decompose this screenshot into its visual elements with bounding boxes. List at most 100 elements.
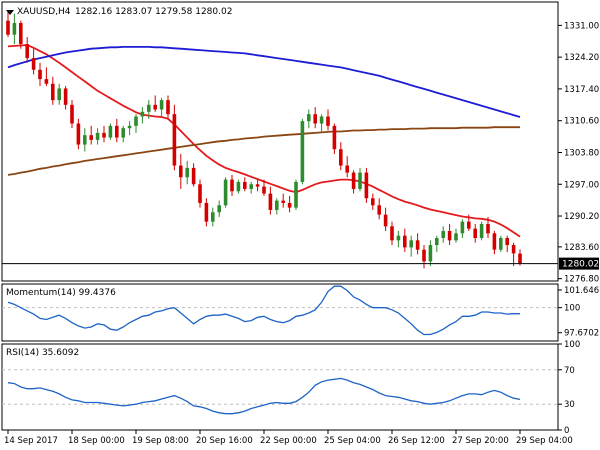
rsi-axis: 100 70 30 0 [558,340,580,436]
rsi-levels [2,369,558,405]
candle [76,118,81,150]
candle-body [249,184,253,189]
candle-body [390,226,394,241]
candle-body [268,193,273,210]
candle-body [70,104,74,124]
candle-body [371,198,375,206]
candle [63,86,68,110]
momentum-tick-label: 100 [564,304,580,314]
price-axis: 1331.00 1324.20 1317.40 1310.60 1303.80 1297.… [558,21,599,285]
candle [134,114,138,133]
time-tick-label: 25 Sep 04:00 [324,436,381,446]
candle-body [467,221,471,229]
candle [95,128,100,145]
candle [25,37,29,63]
candle [198,179,202,208]
candle [230,174,234,196]
candle-body [403,235,407,248]
candle-body [223,179,228,206]
candle-body [108,125,113,138]
price-tick-label: 1283.60 [564,243,599,253]
candle-body [486,223,490,234]
rsi-tick-label: 0 [564,426,569,436]
candle-body [102,132,106,138]
time-axis: 14 Sep 2017 18 Sep 00:00 19 Sep 08:00 20 Se… [4,430,573,446]
price-tick-label: 1297.00 [564,180,599,190]
candle [268,186,273,215]
time-tick-label: 14 Sep 2017 [4,436,58,446]
candle-body [415,240,420,250]
candle [319,114,324,133]
candle-body [377,205,381,215]
candle [467,214,471,231]
candle [275,198,279,215]
candle [140,107,145,124]
candle [364,167,369,203]
candle [51,76,55,105]
candle-body [479,223,484,239]
candle-body [428,245,433,262]
candle [428,240,433,267]
candle-body [89,135,93,140]
candle-body [153,104,157,110]
candle-body [313,114,317,124]
price-tick-label: 1276.80 [564,275,599,285]
candle-body [447,230,452,241]
time-tick-label: 19 Sep 08:00 [132,436,189,446]
candle [454,228,458,243]
candle [396,230,401,248]
time-tick-label: 20 Sep 16:00 [196,436,253,446]
candle-body [281,200,285,203]
candle-body [358,172,362,189]
candle [332,123,337,154]
momentum-line [7,285,520,336]
candle [377,198,381,220]
price-panel-frame [1,1,559,282]
candle-body [275,200,279,210]
candle [127,121,132,136]
time-tick-label: 26 Sep 12:00 [388,436,445,446]
candle-body [518,253,522,264]
candle-body [185,167,189,178]
candle [115,118,119,143]
time-tick-label: 29 Sep 04:00 [516,436,573,446]
candle-body [454,233,458,241]
candle [307,109,311,129]
candle-body [511,245,516,254]
candle [415,233,420,255]
candle [153,95,157,112]
candle-body [19,23,23,45]
candle-body [127,125,132,129]
candle-body [383,214,388,227]
candle [313,107,317,129]
candle [159,97,164,117]
candle-body [191,167,196,185]
momentum-title: Momentum(14) 99.4376 [6,288,116,298]
candle-body [287,202,292,208]
candles[interactable] [6,11,522,269]
moving-average-line-2 [7,46,521,118]
candle [6,11,10,38]
momentum-panel-frame [1,283,559,342]
candle [390,221,394,246]
candle [422,245,426,269]
candle-body [172,114,177,166]
candle [83,128,87,152]
candle-body [230,179,234,192]
candle [441,226,445,243]
candle [287,195,292,213]
candle-body [460,221,465,234]
candle-body [262,186,266,194]
candle [211,207,215,227]
candle [383,207,388,231]
candle-body [473,228,477,239]
candle [345,156,349,178]
candle-body [441,230,445,239]
collapse-triangle-icon[interactable] [6,10,14,15]
price-tick-label: 1324.20 [564,53,599,63]
chart-symbol: XAUUSD,H4 [17,7,71,17]
candle [300,118,305,185]
candle [447,223,452,246]
